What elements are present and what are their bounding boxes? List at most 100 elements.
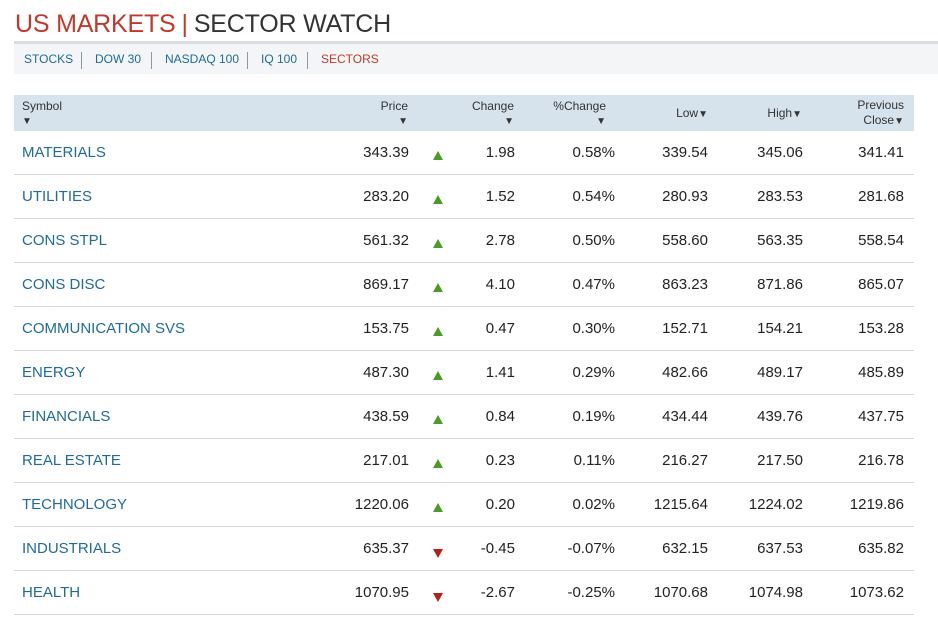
cell-high: 871.86 [757,276,803,293]
sort-down-icon: ▼ [894,116,904,127]
table-row[interactable]: HEALTH 1070.95 -2.67 -0.25% 1070.68 1074.98 10… [14,571,914,615]
sector-symbol-link[interactable]: TECHNOLOGY [22,496,128,513]
table-row[interactable]: CONS DISC 869.17 4.10 0.47% 863.23 871.86 865.… [14,263,914,307]
nav-divider [151,52,152,69]
cell-low: 280.93 [662,188,708,205]
cell-high: 217.50 [757,452,803,469]
cell-change: 0.20 [485,496,515,513]
cell-high: 283.53 [757,188,803,205]
table-row[interactable]: INDUSTRIALS 635.37 -0.45 -0.07% 632.15 637.53… [14,527,914,571]
cell-change: 1.98 [485,144,515,161]
title-sector-watch: SECTOR WATCH [193,10,391,38]
cell-price: 217.01 [363,452,409,469]
cell-high: 1224.02 [748,496,803,513]
col-price-header[interactable]: Price ▼ [354,99,408,129]
up-arrow-icon [433,503,443,512]
up-arrow-icon [433,151,443,160]
nav-stocks[interactable]: STOCKS [24,52,74,66]
nav-iq100[interactable]: IQ 100 [261,52,298,66]
down-arrow-icon [433,593,443,602]
cell-pct-change: 0.30% [572,320,615,337]
cell-pct-change: 0.19% [572,408,615,425]
cell-change: 4.10 [485,276,515,293]
cell-pct-change: 0.02% [572,496,615,513]
cell-prev-close: 341.41 [858,144,904,161]
nav-dow30[interactable]: DOW 30 [95,52,142,66]
sector-symbol-link[interactable]: MATERIALS [22,144,106,161]
sector-symbol-link[interactable]: COMMUNICATION SVS [22,320,186,337]
sector-symbol-link[interactable]: UTILITIES [22,188,93,205]
cell-change: 0.47 [485,320,515,337]
nav-divider [307,52,308,69]
up-arrow-icon [433,195,443,204]
table-row[interactable]: UTILITIES 283.20 1.52 0.54% 280.93 283.53 281.… [14,175,914,219]
sort-down-icon: ▼ [596,116,606,127]
sector-symbol-link[interactable]: FINANCIALS [22,408,111,425]
up-arrow-icon [433,459,443,468]
down-arrow-icon [433,549,443,558]
cell-change: 1.52 [485,188,515,205]
sector-symbol-link[interactable]: INDUSTRIALS [22,540,122,557]
cell-change: 2.78 [485,232,515,249]
col-prev-close-header[interactable]: Previous Close▼ [857,98,904,127]
cell-high: 637.53 [757,540,803,557]
cell-price: 1220.06 [354,496,409,513]
cell-low: 863.23 [662,276,708,293]
cell-price: 635.37 [363,540,409,557]
col-change-header[interactable]: Change ▼ [454,99,514,129]
sector-symbol-link[interactable]: HEALTH [22,584,81,601]
sector-symbol-link[interactable]: REAL ESTATE [22,452,121,469]
cell-prev-close: 1073.62 [849,584,904,601]
table-row[interactable]: ENERGY 487.30 1.41 0.29% 482.66 489.17 485.89 [14,351,914,395]
table-header: Symbol ▼ Price ▼ Change ▼ %Change ▼ Low▼… [14,95,914,131]
table-row[interactable]: FINANCIALS 438.59 0.84 0.19% 434.44 439.76 437… [14,395,914,439]
cell-price: 1070.95 [354,584,409,601]
cell-prev-close: 216.78 [858,452,904,469]
cell-price: 561.32 [363,232,409,249]
cell-pct-change: -0.07% [567,540,615,557]
table-row[interactable]: CONS STPL 561.32 2.78 0.50% 558.60 563.35 558.… [14,219,914,263]
sort-down-icon: ▼ [698,109,708,120]
cell-pct-change: 0.29% [572,364,615,381]
col-pct-change-header[interactable]: %Change ▼ [544,99,606,129]
up-arrow-icon [433,371,443,380]
cell-high: 345.06 [757,144,803,161]
cell-change: 1.41 [485,364,515,381]
cell-high: 154.21 [757,320,803,337]
sector-symbol-link[interactable]: CONS DISC [22,276,106,293]
cell-prev-close: 153.28 [858,320,904,337]
up-arrow-icon [433,415,443,424]
table-row[interactable]: TECHNOLOGY 1220.06 0.20 0.02% 1215.64 1224.02… [14,483,914,527]
table-row[interactable]: REAL ESTATE 217.01 0.23 0.11% 216.27 217.50 21… [14,439,914,483]
cell-prev-close: 865.07 [858,276,904,293]
cell-pct-change: -0.25% [567,584,615,601]
col-high-header[interactable]: High▼ [767,106,802,120]
cell-price: 343.39 [363,144,409,161]
cell-low: 339.54 [662,144,708,161]
cell-low: 434.44 [662,408,708,425]
nav-sectors[interactable]: SECTORS [321,52,379,66]
title-markets: US MARKETS [15,10,176,38]
nav-divider [247,52,248,69]
cell-prev-close: 558.54 [858,232,904,249]
cell-pct-change: 0.11% [573,452,615,469]
cell-price: 283.20 [363,188,409,205]
col-symbol-header[interactable]: Symbol ▼ [22,99,63,127]
cell-high: 439.76 [757,408,803,425]
col-low-header[interactable]: Low▼ [676,106,708,120]
sort-down-icon: ▼ [398,116,408,127]
table-row[interactable]: MATERIALS 343.39 1.98 0.58% 339.54 345.06 341.… [14,131,914,175]
table-row[interactable]: COMMUNICATION SVS 153.75 0.47 0.30% 152.71 15… [14,307,914,351]
cell-pct-change: 0.58% [572,144,615,161]
cell-low: 558.60 [662,232,708,249]
sector-symbol-link[interactable]: ENERGY [22,364,86,381]
cell-price: 869.17 [363,276,409,293]
sector-symbol-link[interactable]: CONS STPL [22,232,108,249]
nav-divider [81,52,82,69]
title-separator: | [181,10,189,38]
cell-change: 0.23 [485,452,515,469]
cell-prev-close: 1219.86 [849,496,904,513]
nav-nasdaq100[interactable]: NASDAQ 100 [165,52,240,66]
cell-pct-change: 0.47% [572,276,615,293]
cell-price: 153.75 [363,320,409,337]
